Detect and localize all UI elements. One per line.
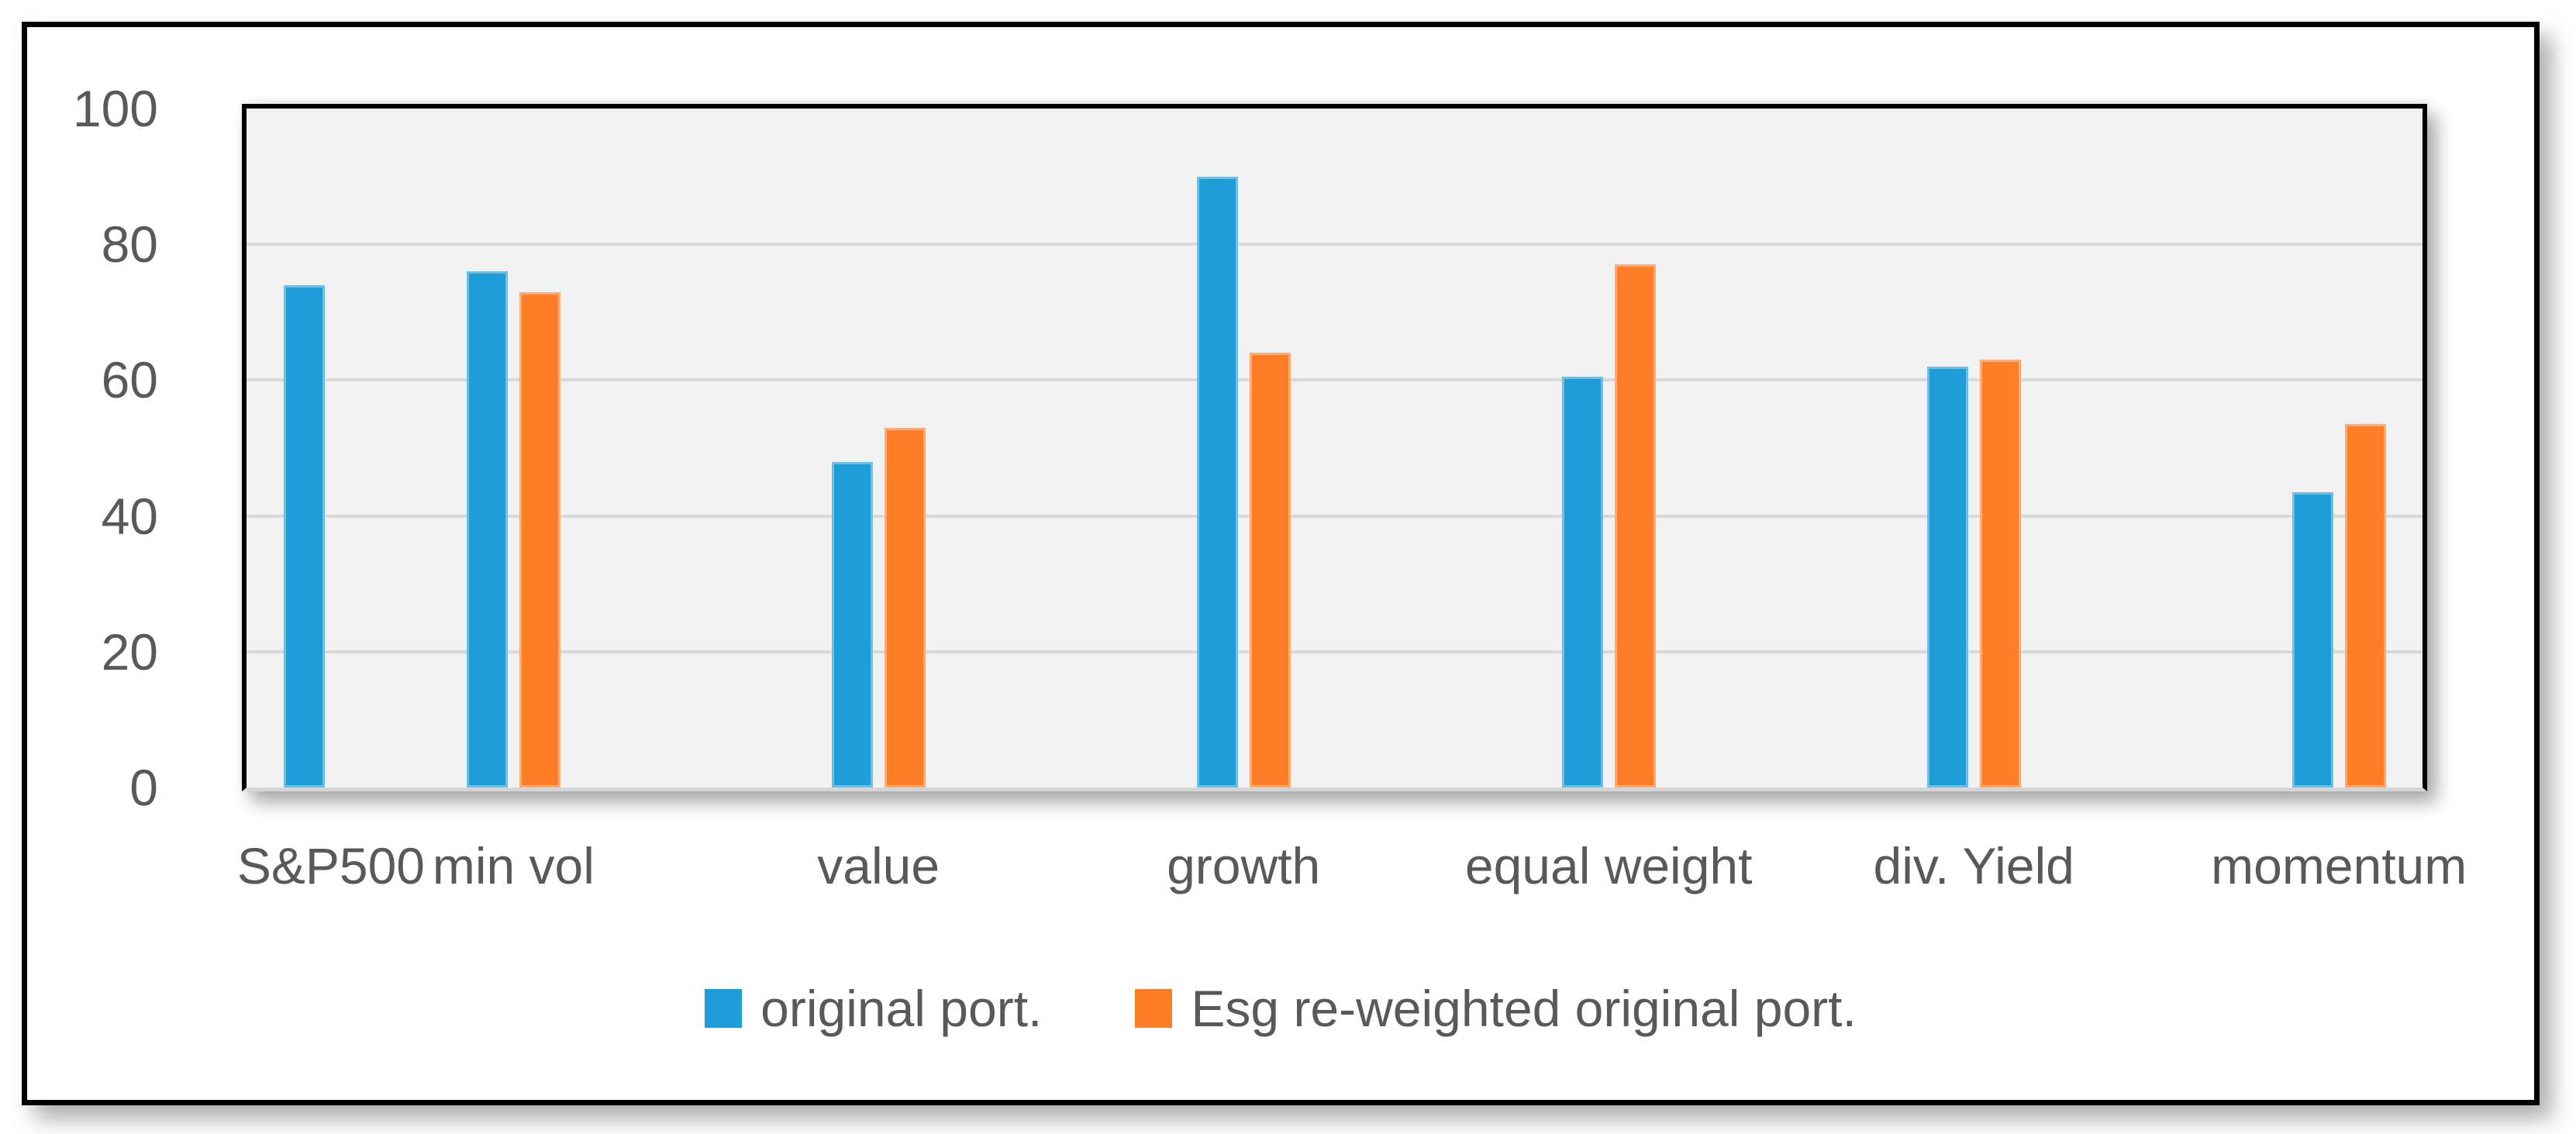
- bar-esg-reweighted-equal-weight: [1614, 264, 1656, 788]
- y-tick-label: 60: [101, 351, 158, 409]
- y-tick-label: 40: [101, 487, 158, 545]
- x-category-label: value: [817, 837, 940, 894]
- gridline-20: [247, 650, 2423, 653]
- bar-esg-reweighted-momentum: [2344, 424, 2386, 788]
- bar-original-port-equal-weight: [1561, 377, 1603, 788]
- bar-original-port-s-p500: [284, 284, 326, 788]
- legend-item: Esg re-weighted original port.: [1135, 979, 1857, 1038]
- bar-original-port-div-yield: [1926, 366, 1968, 788]
- plot-area: [242, 104, 2427, 791]
- y-tick-label: 100: [72, 80, 158, 137]
- x-category-label: S&P500: [236, 837, 425, 894]
- bar-esg-reweighted-value: [884, 427, 926, 788]
- y-tick-label: 20: [101, 622, 158, 681]
- bar-original-port-growth: [1196, 176, 1238, 788]
- x-category-label: equal weight: [1464, 837, 1753, 894]
- legend-label: original port.: [760, 980, 1043, 1037]
- legend: original port. Esg re-weighted original p…: [27, 979, 2534, 1038]
- bar-original-port-min-vol: [466, 271, 508, 788]
- y-tick-label: 0: [129, 759, 158, 816]
- bar-original-port-momentum: [2292, 491, 2333, 788]
- bar-esg-reweighted-growth: [1249, 353, 1291, 788]
- x-category-label: div. Yield: [1873, 837, 2074, 894]
- legend-item: original port.: [705, 979, 1042, 1038]
- x-category-label: min vol: [432, 837, 595, 894]
- bar-original-port-value: [831, 461, 873, 788]
- x-category-label: growth: [1167, 837, 1321, 894]
- bar-esg-reweighted-min-vol: [519, 291, 560, 788]
- gridline-60: [247, 378, 2423, 382]
- legend-swatch-icon: [705, 989, 743, 1028]
- gridline-40: [247, 514, 2423, 518]
- gridline-80: [247, 243, 2423, 246]
- bar-esg-reweighted-div-yield: [1979, 360, 2021, 788]
- y-tick-label: 80: [101, 215, 158, 274]
- legend-swatch-icon: [1135, 989, 1173, 1028]
- x-category-label: momentum: [2211, 837, 2467, 894]
- chart-card: original port. Esg re-weighted original p…: [22, 22, 2540, 1105]
- legend-label: Esg re-weighted original port.: [1191, 980, 1857, 1037]
